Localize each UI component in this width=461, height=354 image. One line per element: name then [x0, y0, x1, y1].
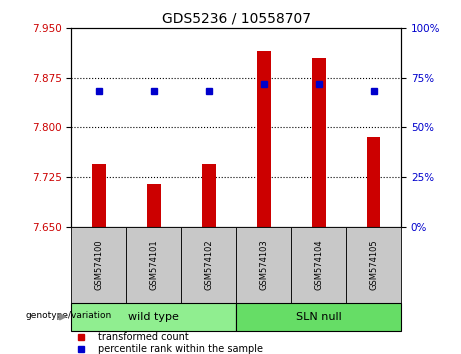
Bar	[92, 164, 106, 227]
Bar	[312, 58, 325, 227]
Text: GSM574105: GSM574105	[369, 239, 378, 290]
Bar	[291, 227, 346, 303]
Bar	[236, 227, 291, 303]
Text: GSM574103: GSM574103	[259, 239, 268, 290]
Bar	[71, 303, 236, 331]
Text: GSM574102: GSM574102	[204, 239, 213, 290]
Bar	[181, 227, 236, 303]
Bar	[257, 51, 271, 227]
Title: GDS5236 / 10558707: GDS5236 / 10558707	[162, 12, 311, 26]
Bar	[236, 303, 401, 331]
Text: GSM574104: GSM574104	[314, 239, 323, 290]
Bar	[367, 137, 380, 227]
Text: wild type: wild type	[129, 312, 179, 322]
Text: GSM574100: GSM574100	[95, 239, 103, 290]
Bar	[147, 184, 161, 227]
Text: genotype/variation: genotype/variation	[25, 311, 111, 320]
Text: transformed count: transformed count	[98, 332, 189, 342]
Text: SLN null: SLN null	[296, 312, 342, 322]
Text: percentile rank within the sample: percentile rank within the sample	[98, 344, 263, 354]
Text: GSM574101: GSM574101	[149, 239, 159, 290]
Bar	[346, 227, 401, 303]
Bar	[126, 227, 181, 303]
Bar	[71, 227, 126, 303]
Bar	[202, 164, 216, 227]
